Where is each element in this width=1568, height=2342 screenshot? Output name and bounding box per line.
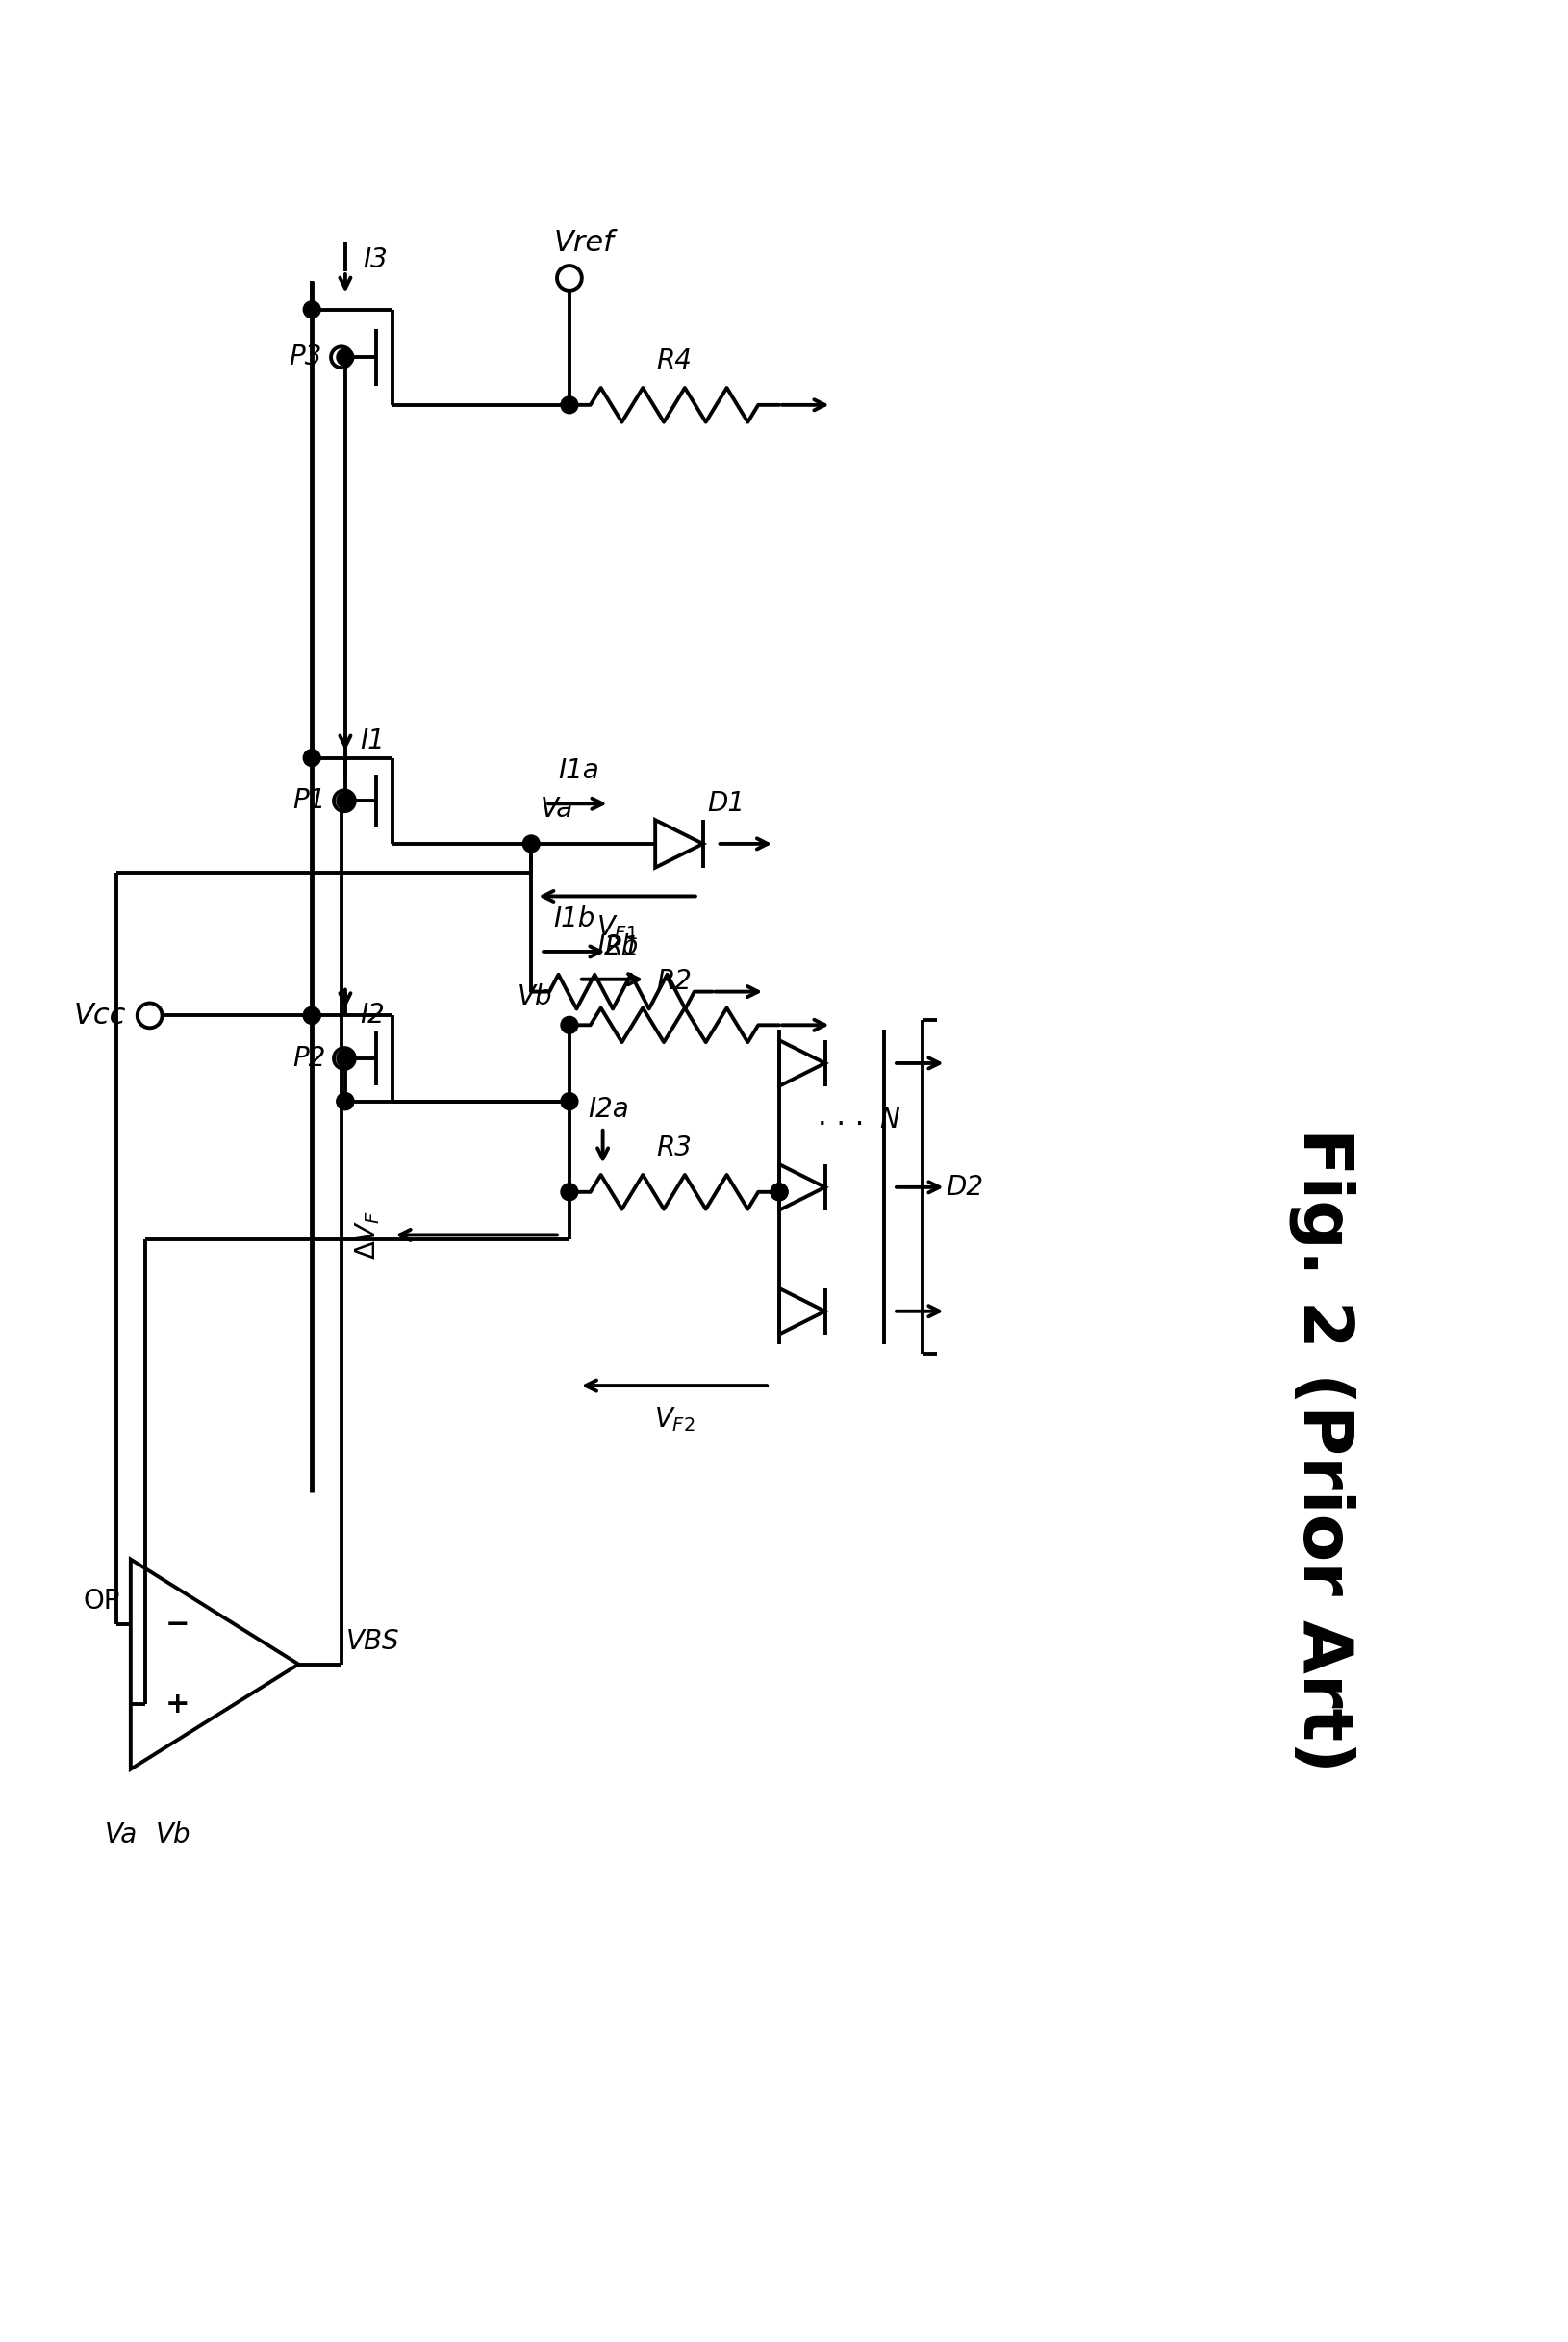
Text: −: − [166,1611,190,1639]
Circle shape [303,749,320,766]
Circle shape [337,349,354,365]
Text: I3: I3 [362,246,387,274]
Circle shape [560,1094,577,1110]
Text: Va: Va [541,796,574,822]
Text: Vb: Vb [155,1822,191,1848]
Text: I2: I2 [359,1002,384,1028]
Circle shape [560,396,577,415]
Circle shape [303,1007,320,1023]
Text: OP: OP [83,1588,121,1614]
Text: N: N [878,1108,898,1134]
Text: I1: I1 [359,728,384,754]
Text: P2: P2 [293,1045,326,1073]
Text: R2: R2 [655,967,691,995]
Text: I2b: I2b [596,932,638,960]
Text: R3: R3 [655,1134,691,1162]
Circle shape [560,1183,577,1201]
Text: VBS: VBS [347,1628,400,1656]
Circle shape [303,300,320,319]
Text: D2: D2 [946,1173,983,1201]
Circle shape [337,792,354,810]
Text: I1b: I1b [554,906,594,932]
Text: R4: R4 [655,347,691,375]
Circle shape [337,1049,354,1068]
Text: Va: Va [105,1822,138,1848]
Text: I1a: I1a [558,759,599,785]
Text: $\Delta V_F$: $\Delta V_F$ [353,1211,381,1260]
Circle shape [522,836,539,852]
Text: R1: R1 [604,934,640,960]
Text: Vcc: Vcc [74,1002,125,1030]
Circle shape [560,1016,577,1033]
Circle shape [770,1183,787,1201]
Text: Vref: Vref [554,230,613,258]
Text: $V_{F2}$: $V_{F2}$ [654,1405,695,1433]
Circle shape [303,1007,320,1023]
Circle shape [770,1183,787,1201]
Circle shape [557,265,582,290]
Text: +: + [166,1691,190,1719]
Text: Vb: Vb [517,984,552,1012]
Text: P1: P1 [293,787,326,815]
Text: Fig. 2 (Prior Art): Fig. 2 (Prior Art) [1289,1127,1355,1773]
Circle shape [337,1094,354,1110]
Circle shape [138,1002,162,1028]
Circle shape [331,347,351,368]
Circle shape [334,1047,354,1068]
Text: I2a: I2a [588,1096,629,1122]
Circle shape [334,789,354,810]
Text: · · ·: · · · [817,1110,864,1138]
Circle shape [337,1094,354,1110]
Text: D1: D1 [707,789,745,817]
Text: P3: P3 [289,344,321,370]
Text: $V_{F1}$: $V_{F1}$ [596,913,637,941]
